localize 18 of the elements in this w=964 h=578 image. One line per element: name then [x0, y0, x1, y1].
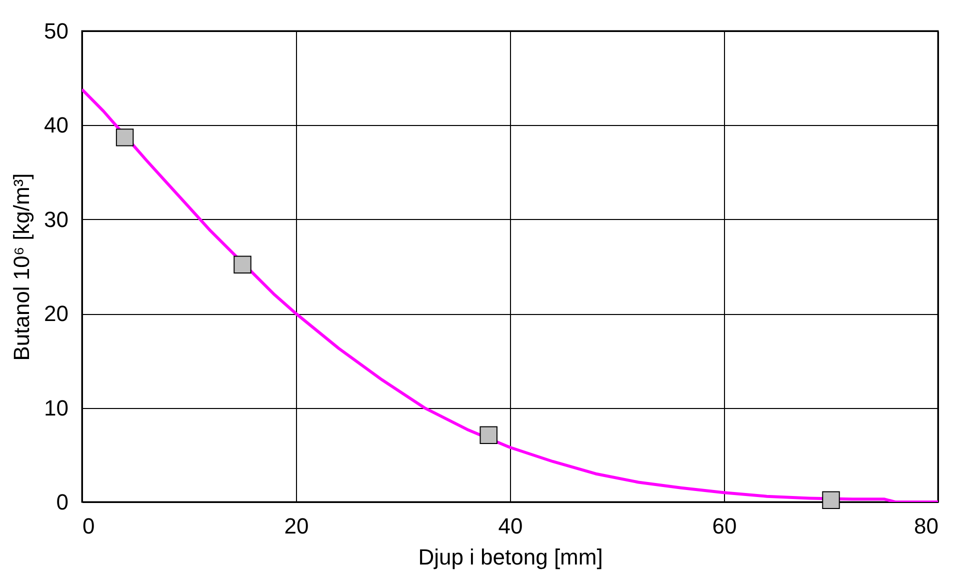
point — [822, 491, 840, 509]
x-tick-label: 60 — [712, 514, 737, 538]
point — [116, 128, 134, 146]
x-axis-title: Djup i betong [mm] — [418, 544, 603, 570]
y-tick-label: 20 — [44, 301, 68, 326]
y-tick-label: 40 — [44, 112, 68, 138]
x-tick-label: 20 — [284, 514, 309, 538]
x-tick-label: 80 — [914, 514, 938, 538]
y-tick-label: 50 — [44, 18, 68, 44]
x-tick-label: 0 — [82, 514, 95, 538]
x-tick-label: 40 — [498, 514, 523, 538]
y-tick-label: 10 — [44, 395, 68, 420]
y-axis-title: Butanol 10⁶ [kg/m³] — [9, 173, 34, 361]
y-tick-label: 0 — [56, 490, 68, 514]
point — [234, 256, 252, 274]
point — [480, 426, 498, 444]
y-tick-label: 30 — [44, 206, 68, 232]
line-series — [82, 88, 938, 502]
